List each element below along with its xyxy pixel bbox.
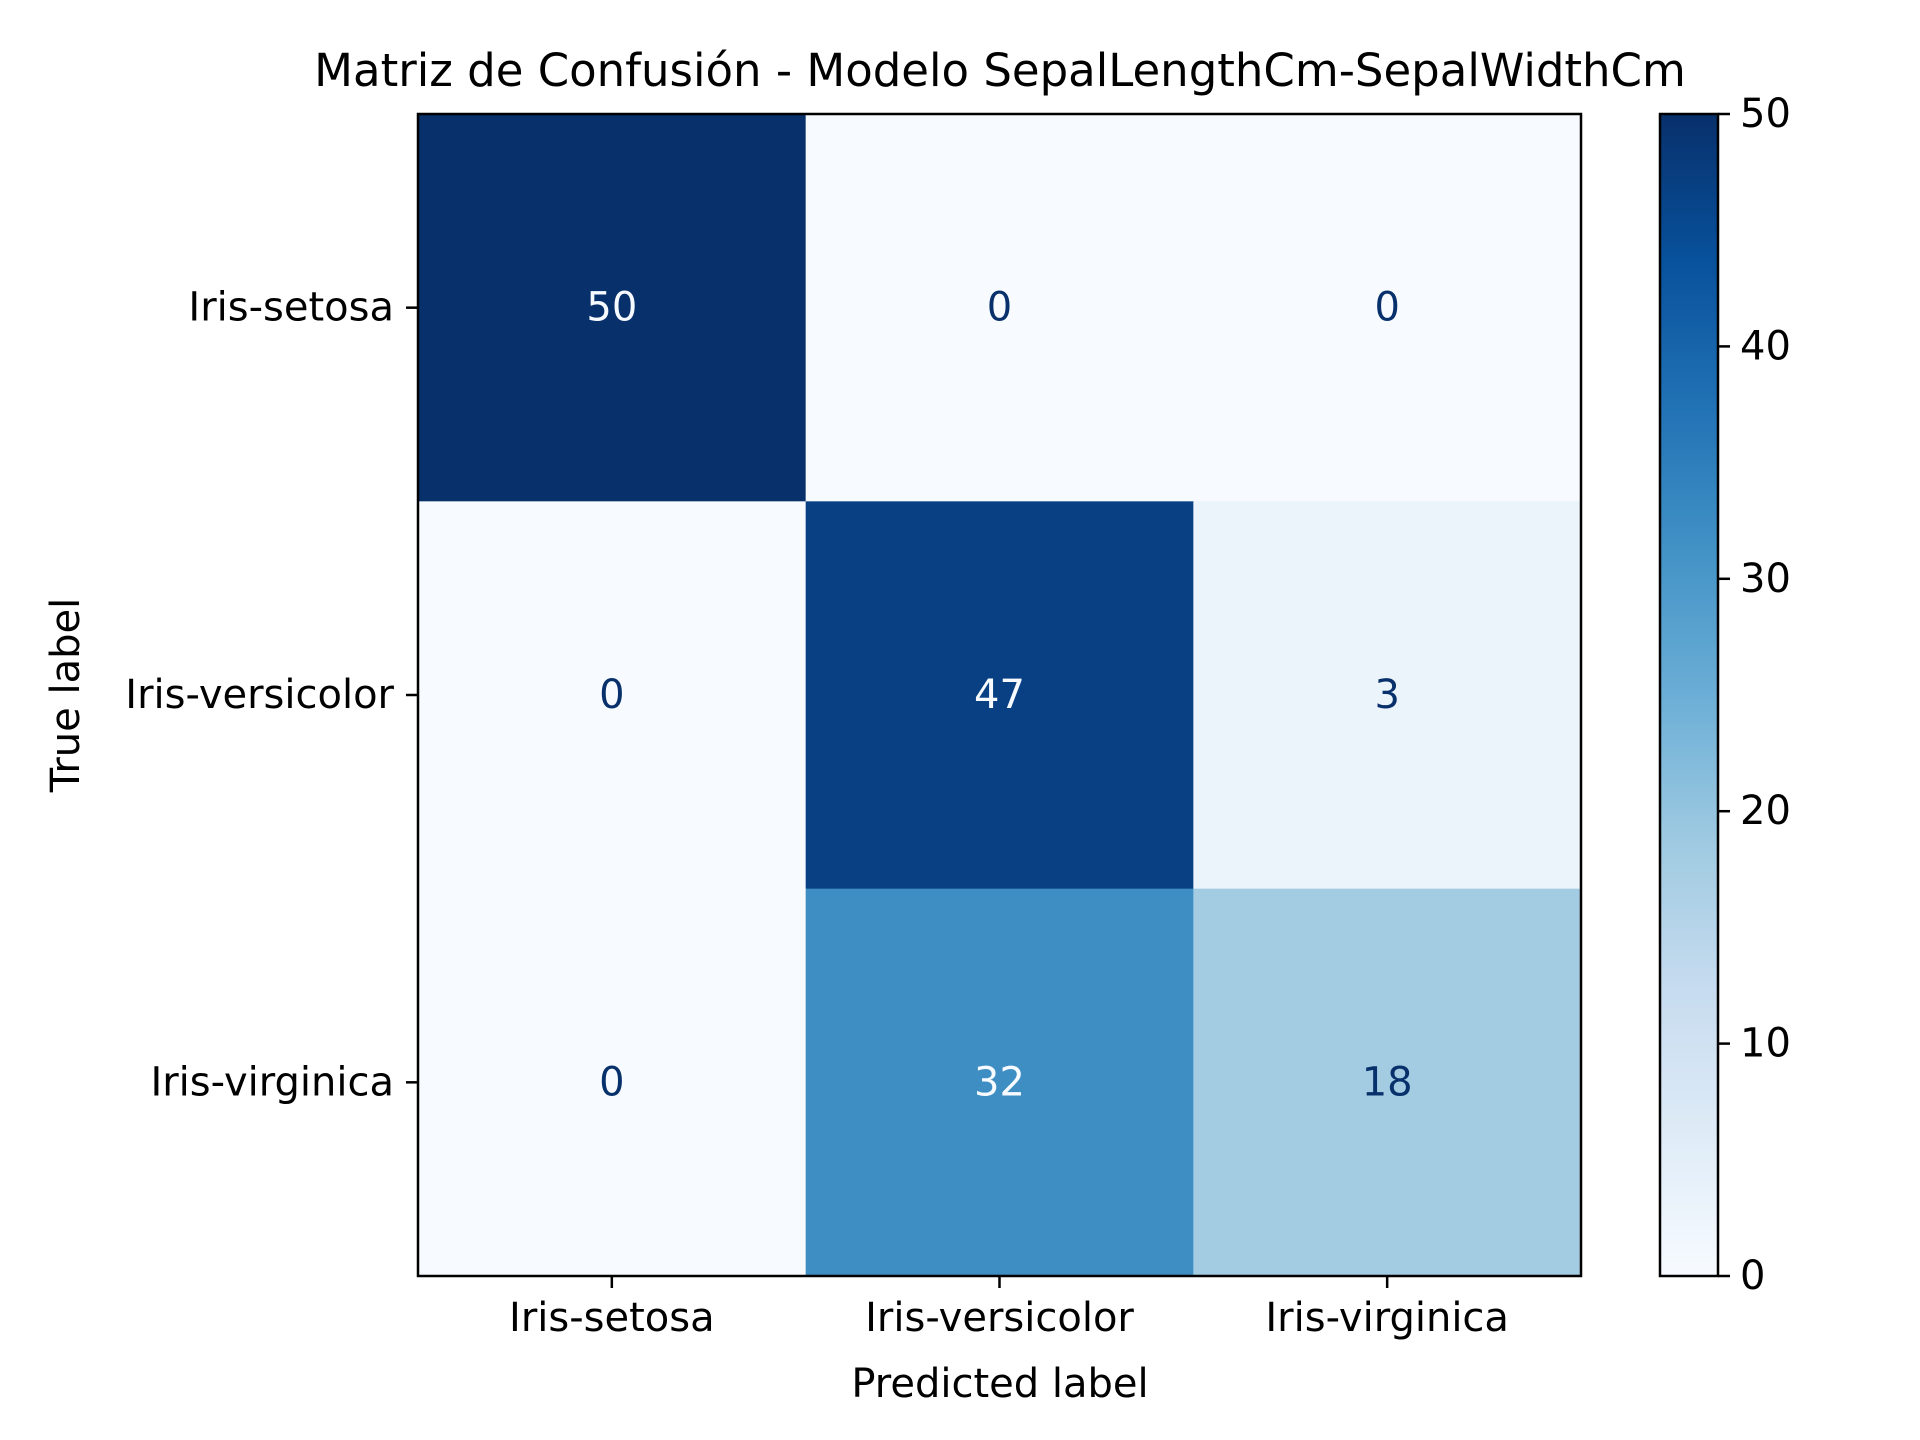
heatmap-cell bbox=[1193, 888, 1582, 1277]
y-tick-label: Iris-versicolor bbox=[125, 672, 394, 718]
y-axis-label: True label bbox=[43, 598, 89, 793]
colorbar-tick-label: 40 bbox=[1740, 323, 1791, 369]
cell-value-label: 47 bbox=[974, 672, 1025, 718]
cell-value-label: 18 bbox=[1362, 1059, 1413, 1105]
y-axis-ticks: Iris-setosa Iris-versicolor Iris-virginica bbox=[125, 285, 418, 1105]
cell-value-label: 32 bbox=[974, 1059, 1025, 1105]
colorbar-ticks: 0 10 20 30 40 50 bbox=[1718, 91, 1791, 1299]
heatmap-cell bbox=[418, 501, 807, 890]
heatmap-cell-labels: 50 0 0 0 47 3 0 32 18 bbox=[586, 285, 1412, 1106]
x-tick-label: Iris-setosa bbox=[509, 1295, 715, 1341]
heatmap-cell bbox=[418, 888, 807, 1277]
heatmap-cell bbox=[805, 888, 1194, 1277]
y-tick-label: Iris-setosa bbox=[188, 285, 394, 331]
heatmap-cell bbox=[1193, 114, 1582, 502]
cell-value-label: 0 bbox=[599, 672, 624, 718]
cell-value-label: 0 bbox=[1374, 285, 1399, 331]
colorbar-tick-label: 50 bbox=[1740, 91, 1791, 137]
x-axis-label: Predicted label bbox=[851, 1361, 1148, 1407]
cell-value-label: 50 bbox=[586, 285, 637, 331]
colorbar-tick-label: 20 bbox=[1740, 788, 1791, 834]
x-tick-label: Iris-versicolor bbox=[865, 1295, 1134, 1341]
cell-value-label: 0 bbox=[987, 285, 1012, 331]
x-axis-ticks: Iris-setosa Iris-versicolor Iris-virginica bbox=[509, 1276, 1509, 1341]
cell-value-label: 0 bbox=[599, 1059, 624, 1105]
y-tick-label: Iris-virginica bbox=[150, 1059, 394, 1105]
colorbar-tick-label: 30 bbox=[1740, 556, 1791, 602]
colorbar-tick-label: 10 bbox=[1740, 1021, 1791, 1067]
chart-title: Matriz de Confusión - Modelo SepalLength… bbox=[314, 44, 1686, 97]
heatmap-cells bbox=[418, 114, 1582, 1277]
heatmap-cell bbox=[1193, 501, 1582, 890]
heatmap-cell bbox=[805, 114, 1194, 502]
x-tick-label: Iris-virginica bbox=[1265, 1295, 1509, 1341]
heatmap-cell bbox=[418, 114, 807, 502]
colorbar-tick-label: 0 bbox=[1740, 1253, 1765, 1299]
cell-value-label: 3 bbox=[1374, 672, 1399, 718]
heatmap-cell bbox=[805, 501, 1194, 890]
colorbar bbox=[1658, 112, 1720, 1278]
